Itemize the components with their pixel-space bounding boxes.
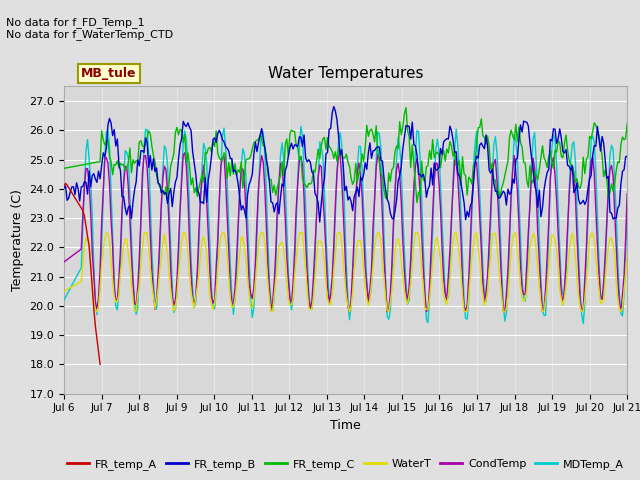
Text: No data for f_FD_Temp_1: No data for f_FD_Temp_1 bbox=[6, 17, 145, 28]
Y-axis label: Temperature (C): Temperature (C) bbox=[11, 189, 24, 291]
Text: No data for f_WaterTemp_CTD: No data for f_WaterTemp_CTD bbox=[6, 29, 173, 40]
Legend: FR_temp_A, FR_temp_B, FR_temp_C, WaterT, CondTemp, MDTemp_A: FR_temp_A, FR_temp_B, FR_temp_C, WaterT,… bbox=[63, 454, 628, 474]
Title: Water Temperatures: Water Temperatures bbox=[268, 66, 423, 81]
X-axis label: Time: Time bbox=[330, 419, 361, 432]
Text: MB_tule: MB_tule bbox=[81, 67, 136, 80]
